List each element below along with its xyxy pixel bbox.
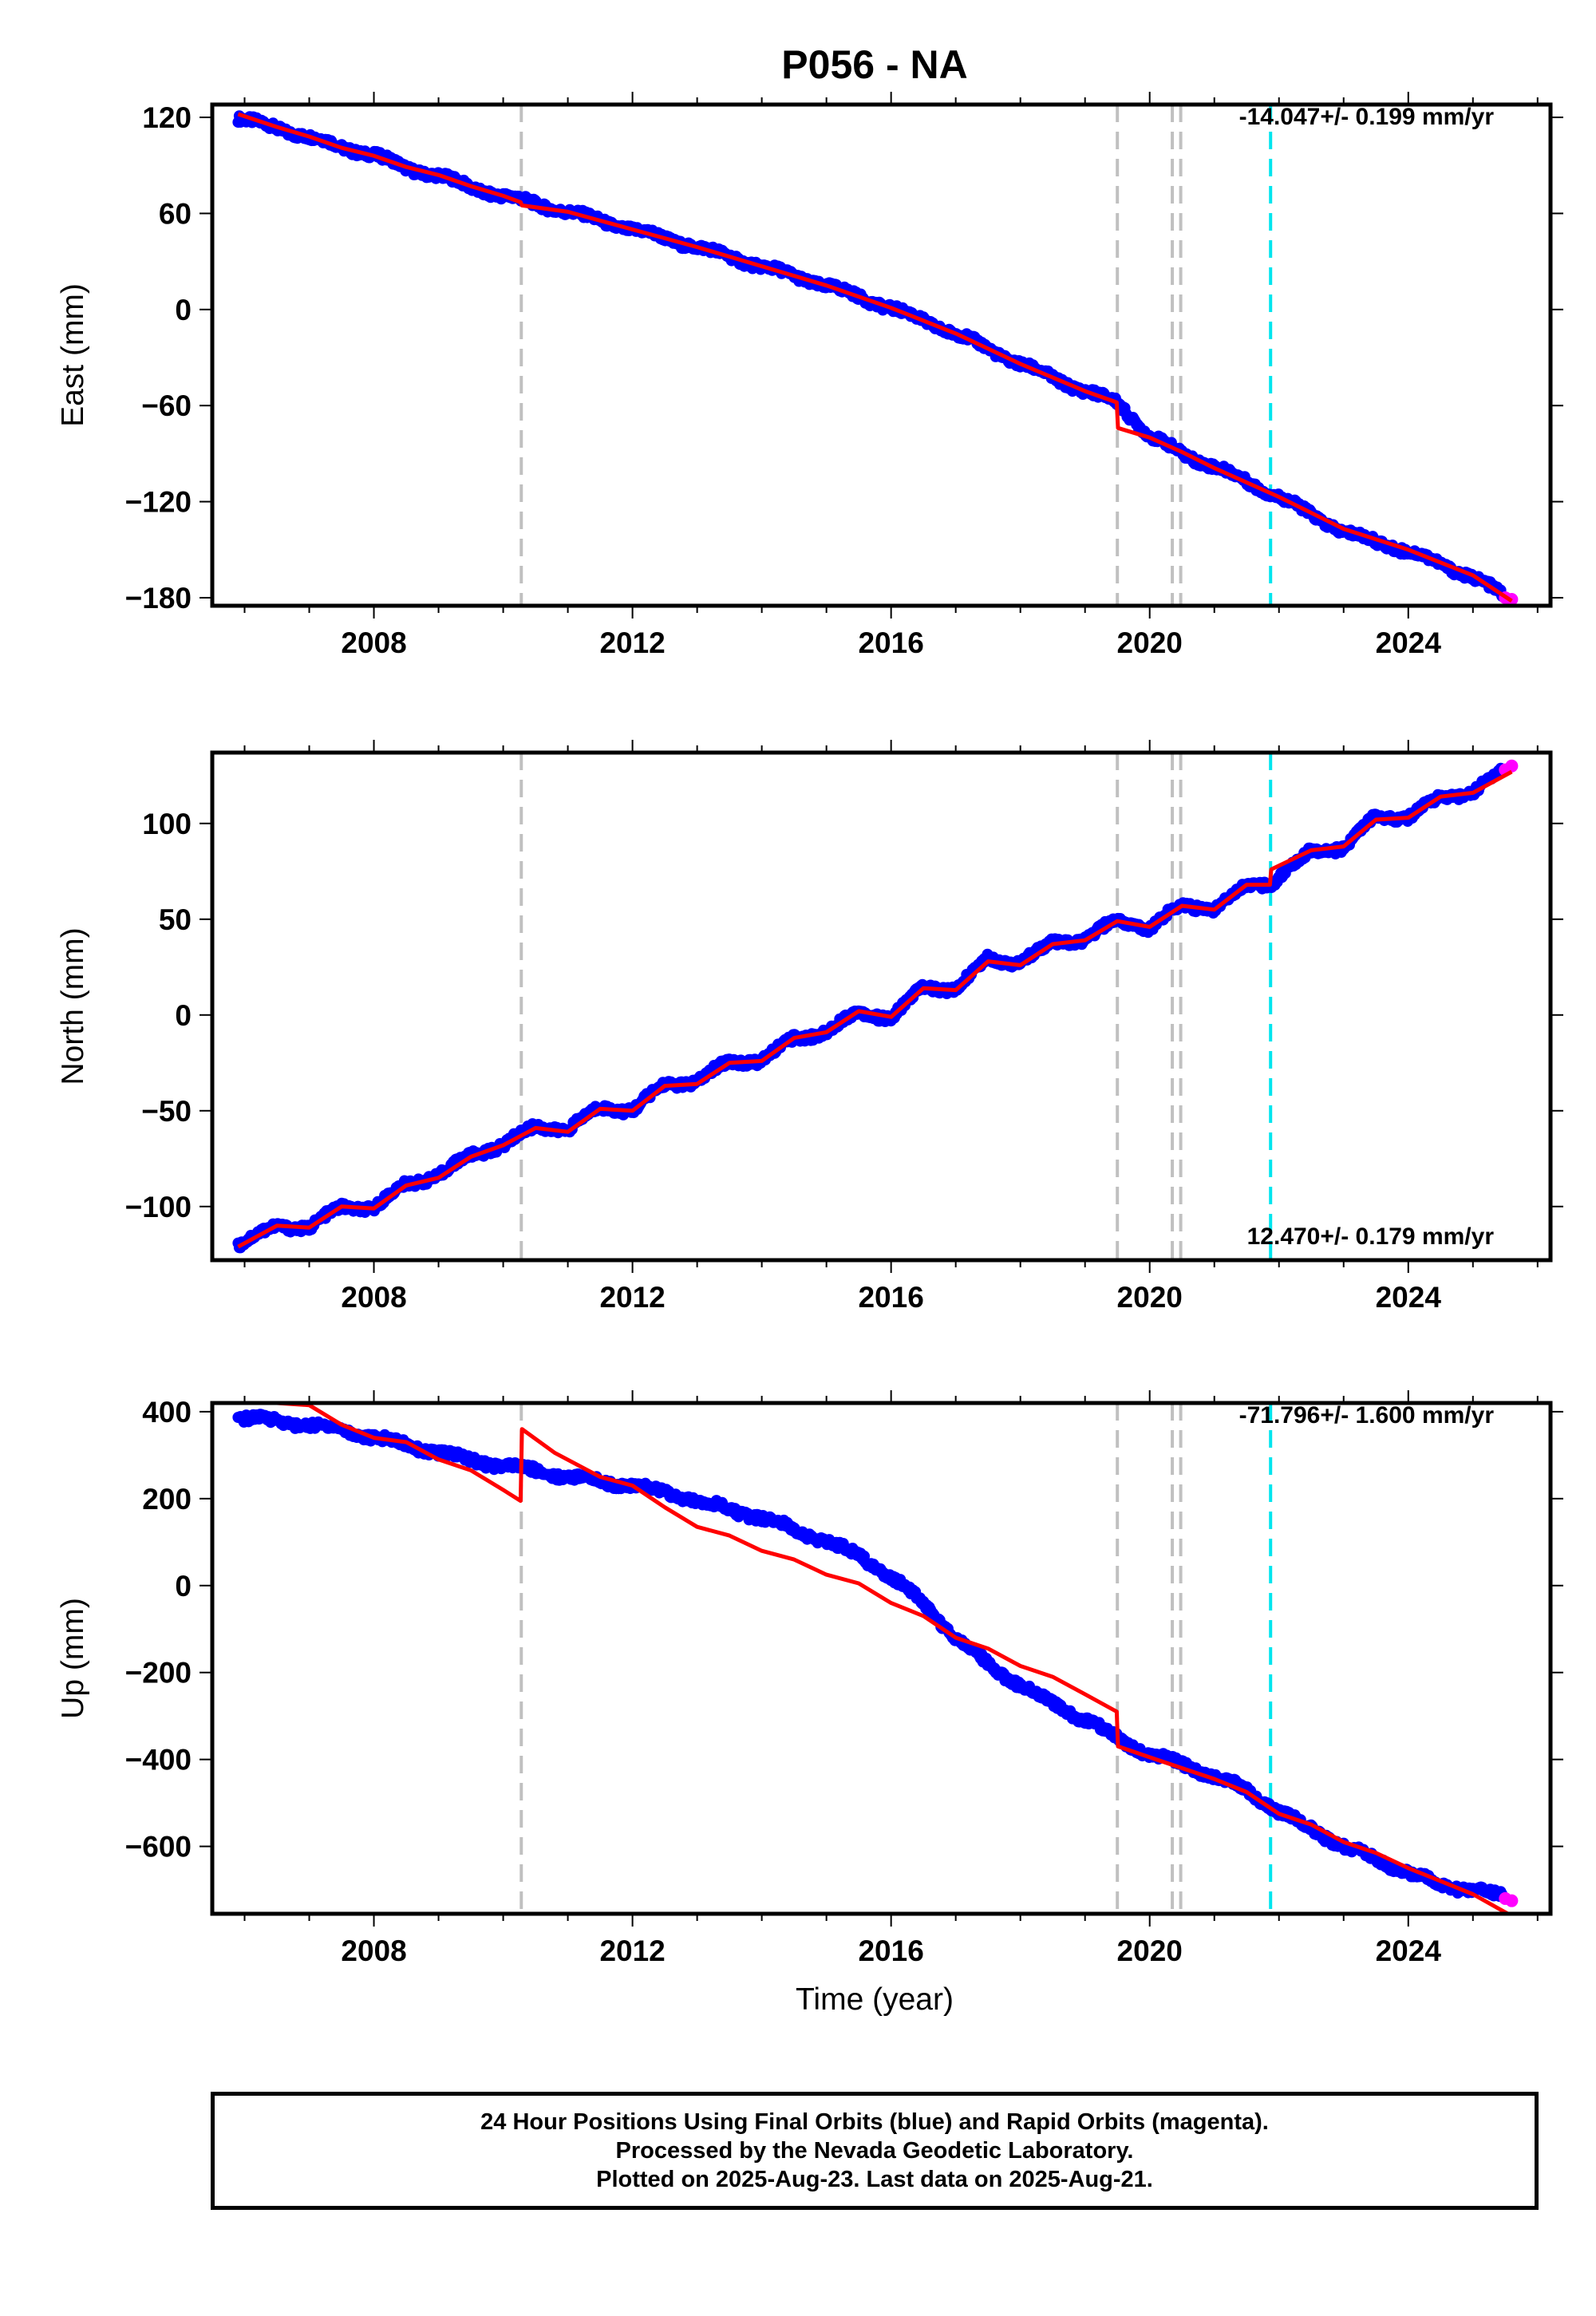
y-tick-label: 0 (175, 294, 192, 326)
x-tick-label: 2024 (1376, 626, 1442, 659)
y-axis-label-north: North (mm) (56, 927, 90, 1085)
y-axis-label-up: Up (mm) (56, 1598, 90, 1719)
x-tick-label: 2020 (1117, 626, 1183, 659)
x-tick-label: 2008 (341, 1935, 406, 1967)
y-axis-label-east: East (mm) (56, 283, 90, 427)
x-tick-label: 2012 (599, 1281, 665, 1314)
velocity-annotation-north: 12.470+/- 0.179 mm/yr (1247, 1223, 1495, 1250)
y-tick-label: −180 (125, 582, 192, 615)
x-tick-label: 2024 (1376, 1281, 1442, 1314)
x-tick-label: 2016 (858, 626, 923, 659)
x-tick-label: 2012 (599, 1935, 665, 1967)
footer-line-1: 24 Hour Positions Using Final Orbits (bl… (480, 2109, 1269, 2135)
x-tick-label: 2008 (341, 626, 406, 659)
y-tick-label: 120 (142, 101, 192, 134)
x-tick-label: 2024 (1376, 1935, 1442, 1967)
footer-caption-box: 24 Hour Positions Using Final Orbits (bl… (211, 2092, 1539, 2210)
x-tick-label: 2012 (599, 626, 665, 659)
y-tick-label: −60 (141, 389, 192, 422)
y-tick-label: −100 (125, 1191, 192, 1223)
plot-area-north (232, 753, 1519, 1260)
velocity-annotation-east: -14.047+/- 0.199 mm/yr (1239, 104, 1495, 130)
figure-title: P056 - NA (781, 42, 967, 87)
panel-frame-east (210, 102, 1553, 608)
y-tick-label: −50 (141, 1095, 192, 1128)
panel-frame-up (210, 1401, 1553, 1916)
rapid-orbit-point (1505, 1894, 1519, 1907)
plot-area-east (232, 105, 1519, 606)
x-tick-label: 2020 (1117, 1935, 1183, 1967)
model-fit-line-east (237, 112, 1513, 603)
x-tick-label: 2020 (1117, 1281, 1183, 1314)
x-tick-label: 2008 (341, 1281, 406, 1314)
y-tick-label: −120 (125, 486, 192, 519)
y-tick-label: 100 (142, 808, 192, 840)
y-tick-label: 200 (142, 1483, 192, 1516)
footer-line-2: Processed by the Nevada Geodetic Laborat… (615, 2138, 1134, 2164)
footer-line-3: Plotted on 2025-Aug-23. Last data on 202… (596, 2167, 1153, 2192)
y-tick-label: 400 (142, 1396, 192, 1429)
y-tick-label: −200 (125, 1657, 192, 1690)
x-tick-label: 2016 (858, 1281, 923, 1314)
y-tick-label: −600 (125, 1831, 192, 1863)
panel-frame-north (210, 750, 1553, 1263)
model-fit-line-north (237, 769, 1513, 1249)
rapid-orbit-point (1505, 759, 1519, 773)
panel-up: 2008 2012 2016 2020 2024 400 200 0 −200 −400 −600 U… (56, 1390, 1563, 1967)
plot-area-up (232, 1403, 1519, 1914)
y-tick-label: −400 (125, 1744, 192, 1777)
y-tick-label: 0 (175, 999, 192, 1032)
panel-east: 2008 2012 2016 2020 2024 120 60 0 −60 −120 −180 Eas… (56, 92, 1563, 659)
model-fit-line-up (238, 1403, 1512, 1914)
x-tick-label: 2016 (858, 1935, 923, 1967)
y-tick-label: 0 (175, 1570, 192, 1603)
x-axis-label: Time (year) (796, 1982, 954, 2017)
velocity-annotation-up: -71.796+/- 1.600 mm/yr (1239, 1402, 1495, 1429)
y-tick-label: 60 (159, 197, 192, 230)
panel-north: 2008 2012 2016 2020 2024 100 50 0 −50 −100 North (… (56, 740, 1563, 1314)
y-tick-label: 50 (159, 903, 192, 936)
